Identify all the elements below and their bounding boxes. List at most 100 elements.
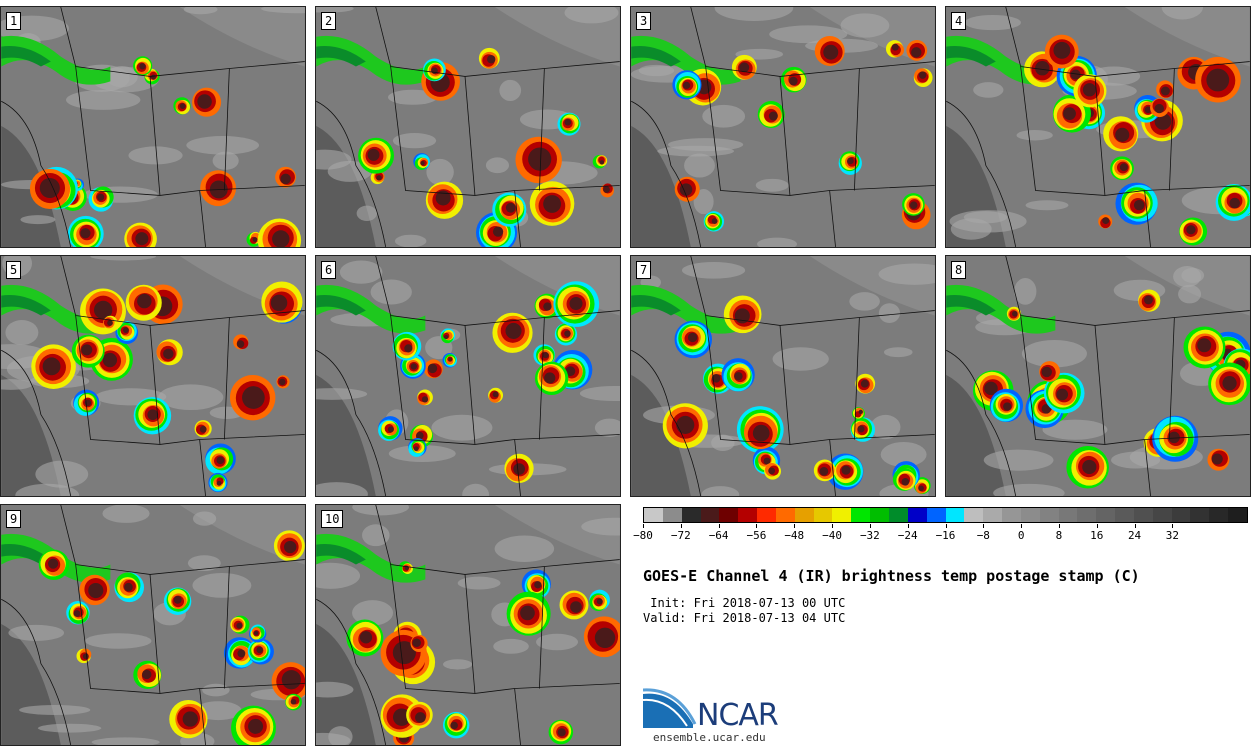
stamp-panel-7: 7 [630,255,936,497]
stamp-panel-3: 3 [630,6,936,248]
colorbar-tick-label: −48 [784,529,805,542]
colorbar-tick [718,524,720,528]
colorbar-swatch [1133,508,1153,522]
ir-imagery [1,7,305,247]
colorbar-swatch [662,508,682,522]
colorbar-tick [945,524,947,528]
colorbar-tick-label: −64 [708,529,729,542]
colorbar-swatch [775,508,795,522]
colorbar-swatch [832,508,852,522]
ir-imagery [316,256,620,496]
colorbar-swatch [888,508,908,522]
panel-label: 3 [636,12,652,30]
colorbar-tick [869,524,871,528]
colorbar-swatch [681,508,701,522]
colorbar-tick-label: −16 [935,529,956,542]
ncar-logo-text: NCAR [697,698,779,733]
colorbar-tick-label: −56 [746,529,767,542]
colorbar-tick [680,524,682,528]
colorbar-swatch [1077,508,1097,522]
colorbar-tick [832,524,834,528]
colorbar-tick-label: −8 [976,529,990,542]
colorbar-swatch [1039,508,1059,522]
stamp-panel-1: 1 [0,6,306,248]
colorbar-tick-label: 0 [1017,529,1025,542]
ncar-logo-icon [643,688,697,728]
stamp-panel-9: 9 [0,504,306,746]
ir-imagery [1,505,305,745]
stamp-panel-10: 10 [315,504,621,746]
colorbar-tick-label: 16 [1090,529,1104,542]
ir-imagery [946,256,1250,496]
stamp-panel-6: 6 [315,255,621,497]
colorbar-tick [756,524,758,528]
colorbar [643,507,1248,523]
figure-title: GOES-E Channel 4 (IR) brightness temp po… [643,567,1140,585]
ir-imagery [316,7,620,247]
colorbar-swatch [1152,508,1172,522]
colorbar-tick [907,524,909,528]
valid-time: Valid: Fri 2018-07-13 04 UTC [643,611,846,625]
colorbar-swatch [644,508,663,522]
colorbar-swatch [700,508,720,522]
colorbar-swatch [964,508,984,522]
ir-imagery [631,7,935,247]
colorbar-swatch [983,508,1003,522]
panel-label: 8 [951,261,967,279]
panel-label: 2 [321,12,337,30]
colorbar-tick-label: 32 [1165,529,1179,542]
stamp-panel-2: 2 [315,6,621,248]
colorbar-tick [643,524,644,528]
colorbar-swatch [870,508,889,522]
panel-label: 5 [6,261,22,279]
colorbar-swatch [1002,508,1021,522]
colorbar-swatch [945,508,965,522]
panel-label: 10 [321,510,344,528]
colorbar-ticks: −80 −72 −64 −56 −48 −40 −32 −24 −16 −8 0 8 16 24 32 [633,524,1248,544]
colorbar-tick-label: 24 [1127,529,1142,542]
colorbar-tick [1058,524,1060,528]
colorbar-tick [794,524,796,528]
website-url: ensemble.ucar.edu [653,731,766,744]
colorbar-tick-label: −32 [859,529,880,542]
panel-label: 6 [321,261,337,279]
ir-imagery [1,256,305,496]
stamp-panel-8: 8 [945,255,1251,497]
panel-label: 1 [6,12,22,30]
colorbar-swatch [719,508,739,522]
colorbar-swatch [1115,508,1134,522]
colorbar-swatch [738,508,758,522]
colorbar-swatch [1058,508,1078,522]
init-time: Init: Fri 2018-07-13 00 UTC [643,596,846,610]
stamp-panel-4: 4 [945,6,1251,248]
colorbar-swatch [907,508,927,522]
colorbar-swatch [1020,508,1040,522]
colorbar-swatch [1190,508,1210,522]
colorbar-tick [983,524,985,528]
colorbar-tick-label: −72 [670,529,691,542]
colorbar-swatch [926,508,946,522]
colorbar-swatch [757,508,776,522]
colorbar-swatch [1171,508,1191,522]
panel-label: 7 [636,261,652,279]
colorbar-tick [1134,524,1136,528]
colorbar-swatch [1228,508,1247,522]
ir-imagery [631,256,935,496]
colorbar-tick [1021,524,1023,528]
panel-label: 9 [6,510,22,528]
stamp-panel-5: 5 [0,255,306,497]
colorbar-tick [1172,524,1174,528]
colorbar-tick-label: −40 [822,529,842,542]
colorbar-tick-label: 8 [1055,529,1063,542]
colorbar-tick-label: −24 [897,529,918,542]
colorbar-swatch [851,508,871,522]
colorbar-swatch [813,508,833,522]
colorbar-tick [1096,524,1098,528]
colorbar-swatch [1209,508,1229,522]
colorbar-tick-label: −80 [633,529,653,542]
panel-label: 4 [951,12,967,30]
colorbar-swatch [1096,508,1116,522]
ir-imagery [946,7,1250,247]
colorbar-swatch [794,508,814,522]
ir-imagery [316,505,620,745]
